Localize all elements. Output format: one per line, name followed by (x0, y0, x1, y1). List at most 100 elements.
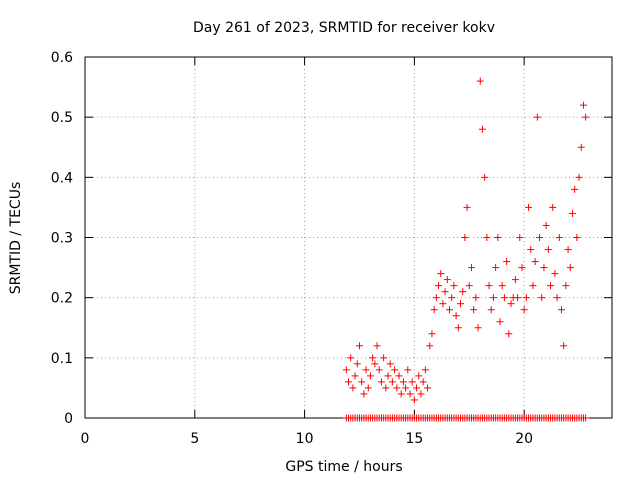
data-point (522, 294, 530, 302)
plot-frame (84, 56, 613, 419)
x-tick-label: 20 (515, 431, 533, 447)
y-tick-label: 0.3 (51, 231, 73, 247)
data-point (439, 300, 447, 308)
y-tick-label: 0.2 (51, 291, 73, 307)
x-tick-label: 0 (81, 431, 90, 447)
axis-ticks: 0 0.1 0.2 0.3 0.4 0.5 0.6 0 5 10 15 20 (51, 50, 612, 447)
data-point (461, 234, 469, 241)
data-point (531, 258, 539, 266)
data-point (529, 282, 537, 290)
data-point (514, 294, 522, 302)
data-point (404, 366, 412, 374)
data-point (437, 270, 445, 278)
data-point (388, 378, 396, 386)
data-point (430, 306, 438, 314)
data-point (351, 372, 359, 380)
y-axis-label: SRMTID / TECUs (8, 182, 24, 295)
data-point (487, 306, 495, 314)
data-point (562, 282, 570, 290)
data-point (382, 384, 390, 392)
x-axis-label: GPS time / hours (285, 459, 402, 475)
data-point (417, 390, 425, 398)
data-point (492, 264, 500, 272)
data-point (413, 384, 421, 392)
data-point (375, 366, 383, 374)
data-point (373, 342, 381, 350)
data-point (544, 246, 552, 254)
data-point (542, 221, 550, 229)
data-point (415, 372, 423, 380)
data-point (571, 185, 579, 193)
data-point (441, 288, 449, 296)
data-point (470, 306, 478, 314)
x-tick-label: 10 (296, 431, 314, 447)
data-point (443, 276, 451, 284)
y-tick-label: 0.1 (51, 351, 73, 367)
data-point (432, 294, 440, 302)
data-points (342, 77, 590, 422)
data-point (579, 101, 587, 109)
data-point (500, 294, 508, 302)
data-point (533, 113, 541, 121)
data-point (386, 360, 394, 368)
data-point (547, 282, 555, 290)
data-point (448, 294, 456, 302)
data-point (516, 234, 524, 241)
data-point (456, 300, 464, 308)
data-point (463, 203, 471, 211)
data-point (384, 372, 392, 380)
data-point (406, 390, 414, 398)
data-point (397, 390, 405, 398)
data-point (485, 282, 493, 290)
data-point (582, 113, 590, 121)
data-point (395, 372, 403, 380)
data-point (410, 396, 418, 404)
data-point (428, 330, 436, 338)
data-point (402, 384, 410, 392)
data-point (489, 294, 497, 302)
x-tick-label: 5 (190, 431, 199, 447)
data-point-zero (582, 414, 590, 422)
data-point (342, 366, 350, 374)
data-point (391, 366, 399, 374)
data-point (393, 384, 401, 392)
data-point (364, 384, 372, 392)
data-point (474, 324, 482, 332)
data-point (505, 330, 513, 338)
data-point (371, 360, 379, 368)
data-point (419, 378, 427, 386)
data-point (483, 234, 491, 241)
data-point (527, 246, 535, 254)
y-tick-label: 0 (64, 411, 73, 427)
data-point (345, 378, 352, 386)
data-point (507, 300, 515, 308)
data-point (377, 378, 385, 386)
data-point (399, 378, 407, 386)
data-point (481, 173, 489, 181)
data-point (424, 384, 432, 392)
data-point (573, 234, 581, 241)
data-point (358, 378, 366, 386)
data-point (355, 342, 363, 350)
data-point (446, 306, 454, 314)
data-point (454, 324, 462, 332)
x-tick-label: 15 (405, 431, 423, 447)
data-point (426, 342, 434, 350)
data-point (540, 264, 548, 272)
y-tick-label: 0.6 (51, 50, 73, 66)
data-point (566, 264, 574, 272)
data-point (380, 354, 388, 362)
data-point (551, 270, 559, 278)
data-point (577, 143, 585, 151)
chart-title: Day 261 of 2023, SRMTID for receiver kok… (193, 20, 495, 36)
data-point (568, 209, 576, 217)
data-point (349, 384, 357, 392)
data-point (435, 282, 443, 290)
data-point (347, 354, 355, 362)
data-point (360, 390, 368, 398)
data-point (525, 203, 533, 211)
data-point (503, 258, 511, 266)
data-point (450, 282, 458, 290)
data-point (408, 378, 416, 386)
